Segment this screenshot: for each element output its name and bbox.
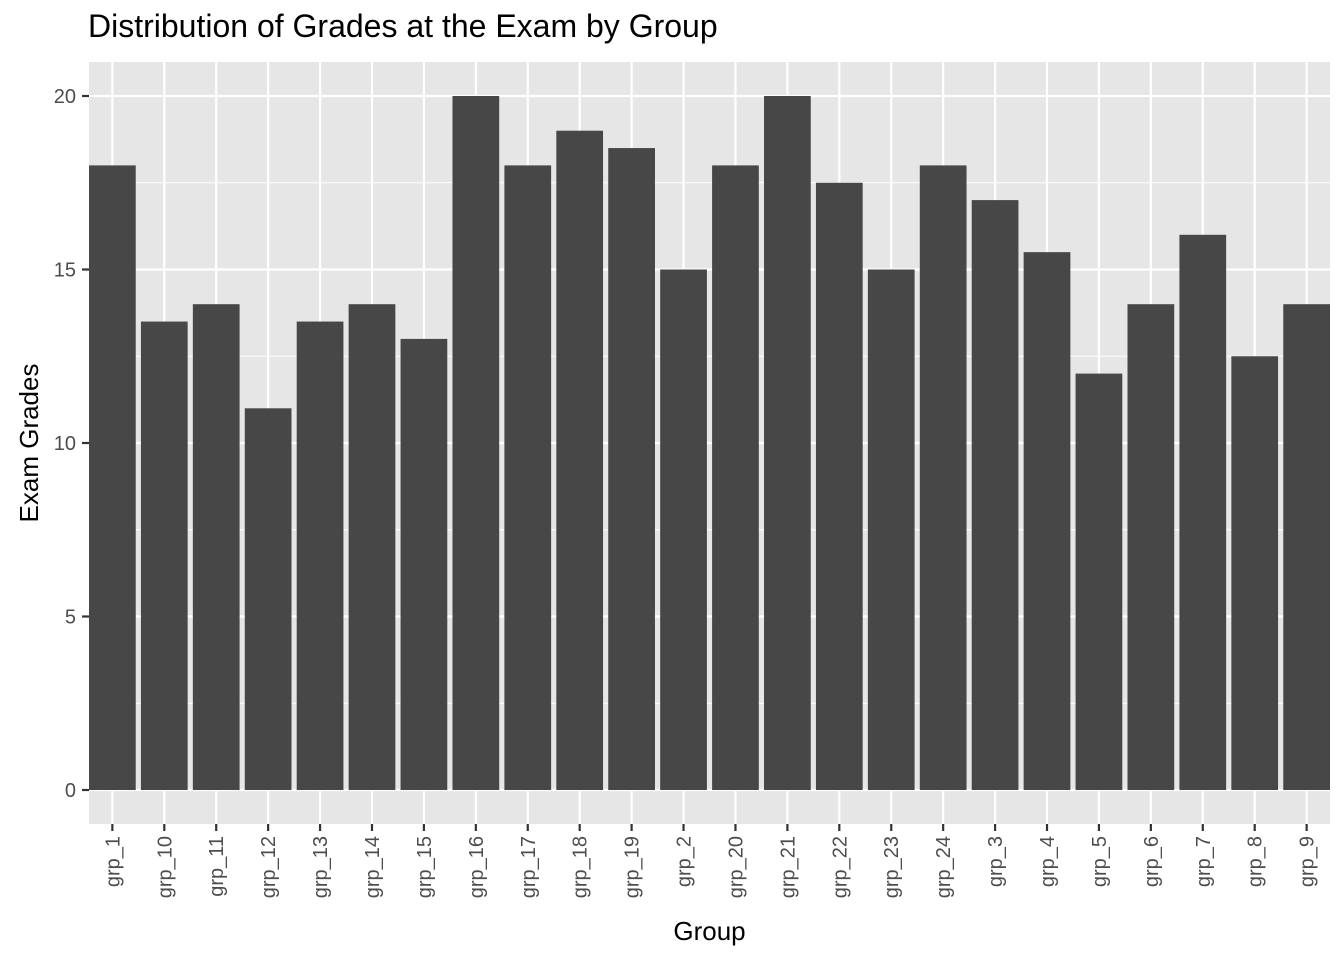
y-tick-label: 5 bbox=[65, 607, 76, 629]
x-tick-label: grp_13 bbox=[310, 836, 332, 898]
y-axis: 0 5 10 15 20 bbox=[54, 86, 89, 802]
bar-grp_18 bbox=[556, 130, 604, 790]
bar-grp_16 bbox=[452, 96, 500, 790]
x-tick-label: grp_22 bbox=[829, 836, 851, 898]
bar-grp_11 bbox=[192, 304, 240, 790]
x-tick-label: grp_19 bbox=[622, 836, 644, 898]
x-tick-label: grp_16 bbox=[466, 836, 488, 898]
bar-grp_5 bbox=[1075, 373, 1123, 790]
bar-grp_13 bbox=[296, 321, 344, 790]
x-axis-title: Group bbox=[673, 916, 745, 946]
bar-grp_22 bbox=[815, 182, 863, 790]
x-tick-label: grp_3 bbox=[985, 836, 1007, 887]
bar-grp_2 bbox=[660, 269, 707, 790]
bar-grp_8 bbox=[1231, 356, 1279, 790]
chart-title: Distribution of Grades at the Exam by Gr… bbox=[88, 8, 718, 44]
bar-grp_19 bbox=[608, 148, 655, 791]
bar-grp_3 bbox=[971, 200, 1019, 791]
x-tick-label: grp_9 bbox=[1297, 836, 1319, 887]
bars bbox=[89, 96, 1330, 791]
x-tick-label: grp_14 bbox=[362, 836, 384, 898]
y-tick-label: 15 bbox=[54, 260, 76, 282]
x-tick-label: grp_7 bbox=[1193, 836, 1215, 887]
y-tick-label: 20 bbox=[54, 86, 76, 108]
x-tick-label: grp_20 bbox=[725, 836, 747, 898]
x-tick-label: grp_15 bbox=[414, 836, 436, 898]
x-tick-label: grp_6 bbox=[1141, 836, 1163, 887]
minor-gridlines bbox=[89, 182, 1330, 704]
bar-grp_24 bbox=[919, 165, 967, 790]
y-axis-title: Exam Grades bbox=[14, 364, 44, 523]
x-tick-label: grp_5 bbox=[1089, 836, 1111, 887]
x-tick-label: grp_2 bbox=[674, 836, 696, 887]
bar-grp_6 bbox=[1127, 304, 1175, 790]
bar-grp_21 bbox=[764, 96, 811, 790]
x-tick-label: grp_18 bbox=[570, 836, 592, 898]
x-tick-label: grp_11 bbox=[206, 836, 228, 897]
bar-grp_10 bbox=[140, 321, 188, 790]
x-tick-label: grp_12 bbox=[258, 836, 280, 898]
x-tick-label: grp_21 bbox=[777, 836, 799, 898]
bar-grp_1 bbox=[89, 165, 136, 790]
bar-grp_4 bbox=[1023, 252, 1071, 790]
y-tick-label: 10 bbox=[54, 433, 76, 455]
bar-grp_14 bbox=[348, 304, 396, 790]
bar-grp_20 bbox=[712, 165, 759, 790]
x-tick-label: grp_1 bbox=[102, 836, 124, 887]
bar-grp_23 bbox=[867, 269, 915, 790]
x-tick-label: grp_17 bbox=[518, 836, 540, 898]
x-tick-label: grp_23 bbox=[881, 836, 903, 898]
x-tick-label: grp_10 bbox=[154, 836, 176, 898]
bar-grp_9 bbox=[1283, 304, 1330, 790]
bar-grp_12 bbox=[244, 408, 292, 790]
bar-grp_17 bbox=[504, 165, 552, 790]
y-tick-label: 0 bbox=[65, 780, 76, 802]
x-tick-label: grp_4 bbox=[1037, 836, 1059, 887]
x-axis: grp_1 grp_10 grp_11 grp_12 grp_13 grp_14 grp_1… bbox=[102, 824, 1319, 898]
bar-grp_15 bbox=[400, 338, 448, 790]
bar-grp_7 bbox=[1179, 234, 1227, 791]
x-tick-label: grp_24 bbox=[933, 836, 955, 898]
x-tick-label: grp_8 bbox=[1245, 836, 1267, 887]
